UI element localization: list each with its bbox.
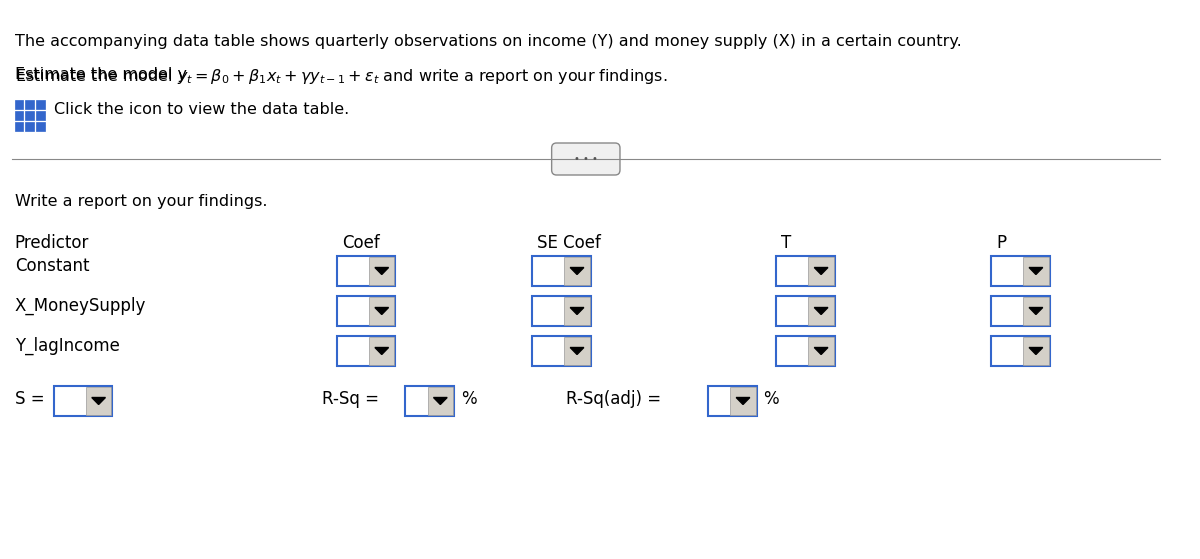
FancyBboxPatch shape	[532, 256, 590, 286]
Text: Write a report on your findings.: Write a report on your findings.	[14, 194, 268, 209]
FancyBboxPatch shape	[337, 296, 396, 326]
Text: %: %	[763, 390, 779, 408]
FancyBboxPatch shape	[25, 111, 34, 120]
Text: The accompanying data table shows quarterly observations on income (Y) and money: The accompanying data table shows quarte…	[14, 34, 961, 49]
FancyBboxPatch shape	[776, 336, 835, 366]
FancyBboxPatch shape	[337, 336, 396, 366]
FancyBboxPatch shape	[86, 387, 112, 415]
Polygon shape	[815, 348, 828, 354]
Polygon shape	[1030, 348, 1043, 354]
Text: Predictor: Predictor	[14, 234, 89, 252]
Polygon shape	[815, 307, 828, 315]
FancyBboxPatch shape	[532, 336, 590, 366]
FancyBboxPatch shape	[809, 337, 834, 365]
FancyBboxPatch shape	[14, 100, 24, 109]
Polygon shape	[91, 397, 106, 405]
Text: S =: S =	[14, 390, 44, 408]
FancyBboxPatch shape	[532, 296, 590, 326]
Polygon shape	[374, 307, 389, 315]
FancyBboxPatch shape	[370, 297, 395, 325]
Polygon shape	[736, 397, 750, 405]
FancyBboxPatch shape	[25, 122, 34, 131]
FancyBboxPatch shape	[708, 386, 757, 416]
Polygon shape	[815, 268, 828, 274]
FancyBboxPatch shape	[1024, 257, 1049, 285]
Polygon shape	[570, 348, 584, 354]
Text: R-Sq(adj) =: R-Sq(adj) =	[566, 390, 661, 408]
FancyBboxPatch shape	[809, 257, 834, 285]
FancyBboxPatch shape	[564, 257, 589, 285]
FancyBboxPatch shape	[991, 296, 1050, 326]
Polygon shape	[374, 348, 389, 354]
Polygon shape	[1030, 307, 1043, 315]
FancyBboxPatch shape	[337, 256, 396, 286]
FancyBboxPatch shape	[54, 386, 113, 416]
Text: Y_lagIncome: Y_lagIncome	[14, 337, 120, 355]
FancyBboxPatch shape	[370, 337, 395, 365]
FancyBboxPatch shape	[776, 256, 835, 286]
Polygon shape	[570, 307, 584, 315]
FancyBboxPatch shape	[564, 337, 589, 365]
Text: T: T	[781, 234, 791, 252]
FancyBboxPatch shape	[1024, 337, 1049, 365]
FancyBboxPatch shape	[370, 257, 395, 285]
FancyBboxPatch shape	[552, 143, 620, 175]
Text: Coef: Coef	[342, 234, 379, 252]
Polygon shape	[570, 268, 584, 274]
Text: Estimate the model $y_t = \beta_0 + \beta_1 x_t + \gamma y_{t-1} + \varepsilon_t: Estimate the model $y_t = \beta_0 + \bet…	[14, 67, 667, 86]
FancyBboxPatch shape	[36, 122, 44, 131]
Text: Estimate the model y: Estimate the model y	[14, 67, 187, 82]
FancyBboxPatch shape	[776, 296, 835, 326]
FancyBboxPatch shape	[36, 100, 44, 109]
Polygon shape	[374, 268, 389, 274]
FancyBboxPatch shape	[406, 386, 454, 416]
Text: Click the icon to view the data table.: Click the icon to view the data table.	[54, 102, 349, 117]
Text: X_MoneySupply: X_MoneySupply	[14, 297, 146, 315]
Text: P: P	[996, 234, 1006, 252]
FancyBboxPatch shape	[991, 256, 1050, 286]
Text: %: %	[461, 390, 476, 408]
FancyBboxPatch shape	[991, 336, 1050, 366]
Text: SE Coef: SE Coef	[536, 234, 601, 252]
FancyBboxPatch shape	[14, 111, 24, 120]
FancyBboxPatch shape	[731, 387, 756, 415]
FancyBboxPatch shape	[14, 122, 24, 131]
Text: Constant: Constant	[14, 257, 89, 275]
Polygon shape	[433, 397, 448, 405]
FancyBboxPatch shape	[564, 297, 589, 325]
FancyBboxPatch shape	[36, 111, 44, 120]
Text: R-Sq =: R-Sq =	[322, 390, 379, 408]
Polygon shape	[1030, 268, 1043, 274]
FancyBboxPatch shape	[1024, 297, 1049, 325]
FancyBboxPatch shape	[809, 297, 834, 325]
FancyBboxPatch shape	[25, 100, 34, 109]
FancyBboxPatch shape	[427, 387, 454, 415]
Text: • • •: • • •	[574, 154, 598, 164]
